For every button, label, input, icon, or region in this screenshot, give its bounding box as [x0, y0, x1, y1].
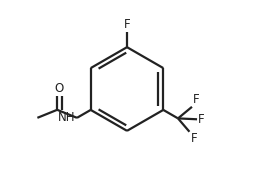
Text: F: F — [191, 132, 197, 145]
Text: F: F — [198, 113, 205, 126]
Text: F: F — [124, 18, 130, 31]
Text: F: F — [193, 93, 200, 106]
Text: O: O — [55, 82, 64, 95]
Text: NH: NH — [58, 111, 76, 124]
